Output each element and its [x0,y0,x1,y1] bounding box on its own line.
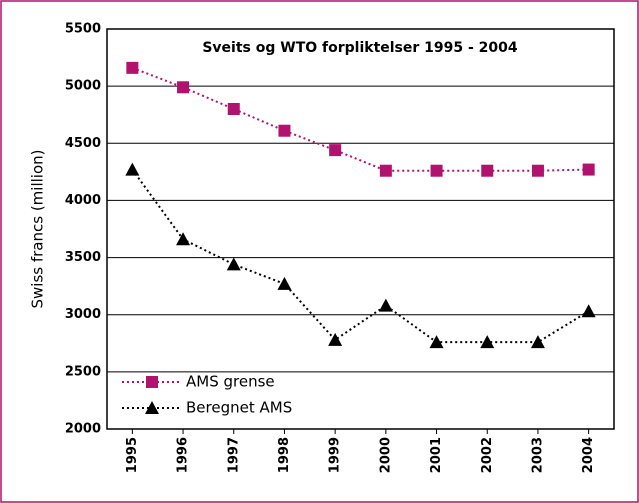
marker [581,304,596,318]
marker [226,257,241,271]
marker [378,298,393,312]
x-tick-label: 1999 [328,437,343,473]
x-tick-label: 2004 [581,437,596,473]
marker [177,81,190,94]
x-tick-label: 1995 [125,437,140,473]
x-tick-label: 2002 [480,437,495,473]
marker [379,164,392,177]
x-tick-label: 2003 [530,437,545,473]
series-line [131,66,589,172]
x-tick-label: 1996 [176,437,191,473]
marker [125,162,140,176]
marker [480,335,495,349]
marker [481,164,494,177]
marker [328,332,343,346]
y-tick-label: 2500 [65,364,101,379]
y-tick-label: 3000 [65,307,101,322]
marker [430,164,443,177]
marker [278,124,291,137]
chart-title: Sveits og WTO forpliktelser 1995 - 2004 [202,40,518,56]
x-tick-label: 2001 [429,437,444,473]
x-tick-label: 1997 [226,437,241,473]
y-tick-label: 5000 [65,79,101,94]
y-tick-label: 4500 [65,136,101,151]
legend-label: AMS grense [186,373,275,391]
marker [329,144,342,157]
y-tick-label: 2000 [65,422,101,437]
marker [530,335,545,349]
marker [126,61,139,74]
marker [582,163,595,176]
y-tick-label: 4000 [65,193,101,208]
x-tick-label: 1998 [277,437,292,473]
x-tick-label: 2000 [378,437,393,473]
marker [429,335,444,349]
marker [176,232,191,246]
marker [145,401,159,414]
marker [277,276,292,290]
y-tick-label: 5500 [65,22,101,37]
marker [531,164,544,177]
legend-label: Beregnet AMS [186,399,292,417]
marker [227,103,240,115]
y-tick-label: 3500 [65,250,101,265]
y-axis-label: Swiss francs (million) [29,149,47,308]
marker [146,376,158,388]
